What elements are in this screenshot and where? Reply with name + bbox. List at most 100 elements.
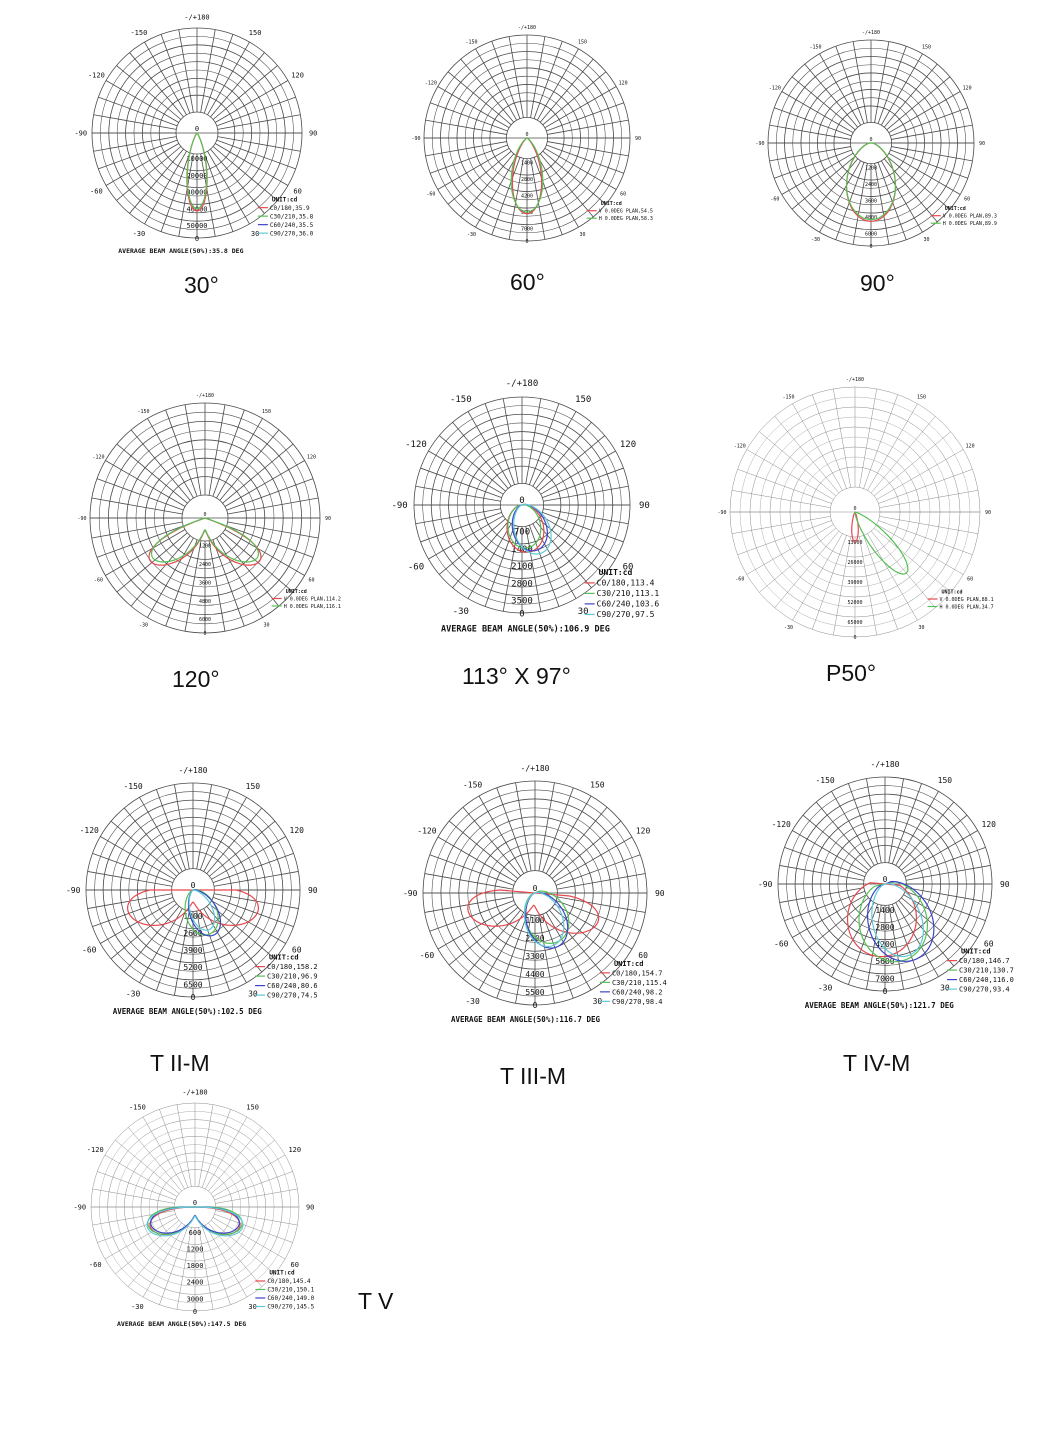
legend-entry: C60/240,116.0 bbox=[959, 976, 1014, 984]
angle-label: -120 bbox=[92, 454, 104, 460]
legend-entry: C30/210,35.8 bbox=[270, 213, 314, 220]
grid-spoke bbox=[870, 416, 936, 494]
grid-spoke bbox=[429, 900, 515, 932]
angle-label: 150 bbox=[262, 409, 271, 415]
chart-panel-tii-m: -/+180 150 -150 120 -120 90 -90 60 -60 30 -30 0 0 130… bbox=[46, 743, 430, 1057]
legend-entry: C90/270,145.5 bbox=[267, 1304, 314, 1311]
angle-label: -30 bbox=[453, 607, 469, 617]
grid-spoke bbox=[209, 903, 276, 960]
grid-spoke bbox=[540, 450, 616, 495]
angle-label: 60 bbox=[964, 196, 970, 202]
angle-label: -30 bbox=[467, 232, 476, 238]
grid-spoke bbox=[779, 865, 864, 881]
grid-spoke bbox=[802, 814, 869, 871]
ring-value-label: 4800 bbox=[865, 215, 877, 221]
legend-entry: C60/240,98.2 bbox=[612, 988, 663, 996]
grid-spoke bbox=[532, 411, 577, 487]
grid-spoke bbox=[812, 535, 847, 630]
ring-value-label: 2800 bbox=[875, 923, 894, 932]
intensity-curve-red bbox=[467, 889, 600, 934]
grid-spoke bbox=[216, 418, 263, 499]
center-zero-label: 0 bbox=[191, 881, 196, 890]
grid-spoke bbox=[833, 536, 851, 636]
legend-title: UNIT:cd bbox=[601, 201, 622, 207]
grid-spoke bbox=[212, 146, 278, 201]
grid-spoke bbox=[212, 1217, 286, 1260]
grid-spoke bbox=[502, 526, 519, 612]
grid-spoke bbox=[546, 144, 624, 174]
grid-spoke bbox=[139, 908, 183, 983]
grid-spoke bbox=[115, 1220, 180, 1275]
angle-label: -150 bbox=[809, 45, 821, 51]
grid-spoke bbox=[549, 806, 608, 877]
grid-spoke bbox=[774, 149, 852, 179]
grid-spoke bbox=[203, 797, 247, 872]
legend-entry: H 0.0DEG PLAN,116.1 bbox=[284, 604, 341, 610]
intensity-curve-cyan bbox=[188, 889, 216, 931]
grid-spoke bbox=[144, 150, 187, 225]
grid-spoke bbox=[831, 791, 875, 866]
ring-value-label: 39000 bbox=[847, 580, 862, 586]
grid-spoke bbox=[214, 1171, 293, 1201]
angle-label: 120 bbox=[288, 1146, 301, 1154]
angle-label: 90 bbox=[655, 889, 665, 898]
grid-spoke bbox=[127, 1127, 182, 1192]
grid-spoke bbox=[160, 152, 191, 232]
grid-spoke bbox=[904, 847, 986, 878]
angle-label: 30 bbox=[263, 622, 269, 628]
grid-spoke bbox=[159, 1109, 189, 1188]
grid-spoke bbox=[815, 801, 872, 868]
angle-label: -/+180 bbox=[521, 764, 550, 773]
legend-entry: V 0.0DEG PLAN,89.3 bbox=[943, 213, 997, 219]
chart-panel-30: -/+180 150 -150 120 -120 90 -90 60 -60 30 -30 0 0 100… bbox=[52, 0, 432, 298]
grid-spoke bbox=[835, 162, 865, 240]
curves bbox=[467, 889, 600, 949]
grid-spoke bbox=[890, 149, 968, 179]
grid-spoke bbox=[216, 96, 296, 127]
grid-spoke bbox=[219, 429, 280, 501]
ring-value-label: 5600 bbox=[521, 210, 533, 216]
ring-value-label: 600 bbox=[189, 1229, 202, 1237]
grid-spoke bbox=[174, 911, 190, 996]
legend-entry: C60/240,103.6 bbox=[597, 600, 660, 609]
angle-label: 60 bbox=[984, 940, 994, 949]
grid-spoke bbox=[819, 53, 862, 126]
grid-spoke bbox=[212, 539, 245, 627]
grid-spoke bbox=[792, 533, 843, 621]
grid-spoke bbox=[784, 847, 866, 878]
grid-spoke bbox=[746, 449, 834, 500]
grid-spoke bbox=[87, 871, 172, 887]
grid-spoke bbox=[159, 1226, 189, 1305]
grid-spoke bbox=[178, 29, 194, 113]
grid-spoke bbox=[210, 148, 265, 214]
chart-panel-tiv-m: -/+180 150 -150 120 -120 90 -90 60 -60 30 -30 0 0 140… bbox=[738, 737, 1060, 1051]
ring-value-label: 2400 bbox=[199, 562, 211, 568]
center-zero-label: 0 bbox=[883, 875, 888, 884]
grid-spoke bbox=[156, 789, 187, 871]
chart-panel-tiii-m: -/+180 150 -150 120 -120 90 -90 60 -60 30 -30 0 0 110… bbox=[383, 741, 777, 1065]
grid-spoke bbox=[533, 157, 563, 235]
grid-spoke bbox=[873, 527, 951, 593]
angle-label: -150 bbox=[450, 395, 472, 405]
legend-entry: C0/180,154.7 bbox=[612, 969, 663, 977]
angle-label: 150 bbox=[922, 45, 931, 51]
grid-spoke bbox=[100, 836, 175, 880]
grid-spoke bbox=[554, 836, 633, 883]
polar-grid bbox=[423, 34, 631, 242]
grid-spoke bbox=[877, 46, 907, 124]
angle-label: -150 bbox=[815, 776, 834, 785]
legend-title: UNIT:cd bbox=[599, 568, 633, 577]
grid-spoke bbox=[508, 36, 524, 118]
bottom-zero-label: 0 bbox=[191, 993, 196, 1002]
grid-spoke bbox=[462, 806, 521, 877]
grid-spoke bbox=[448, 820, 519, 879]
center-zero-label: 0 bbox=[533, 884, 538, 893]
grid-spoke bbox=[478, 795, 525, 874]
angle-label: -150 bbox=[137, 409, 149, 415]
grid-spoke bbox=[447, 71, 512, 126]
intensity-curve-cyan bbox=[513, 503, 552, 555]
ring-value-label: 1400 bbox=[875, 906, 894, 915]
grid-spoke bbox=[430, 102, 508, 132]
grid-spoke bbox=[207, 41, 250, 116]
grid-spoke bbox=[883, 63, 938, 128]
